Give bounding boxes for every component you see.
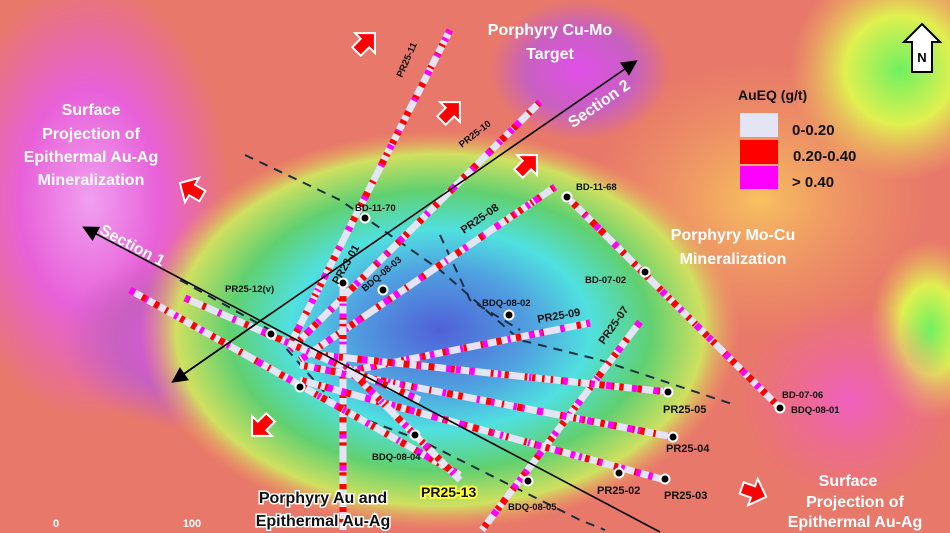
porphyry-au-label: Porphyry Au and	[259, 490, 387, 507]
section-1-line	[82, 226, 661, 533]
collar-marker	[409, 429, 421, 441]
arrow-icon	[251, 411, 277, 437]
legend: AuEQ (g/t) 0-0.20 0.20-0.40 > 0.40	[738, 87, 856, 191]
collar-marker	[662, 386, 674, 398]
surface-projection-label: Projection of	[42, 126, 140, 143]
drill-trace-PR25-12b	[183, 294, 422, 404]
surface-projection-label: Projection of	[806, 494, 904, 511]
collar-marker	[359, 212, 371, 224]
collar-marker	[377, 284, 389, 296]
arrow-icon	[435, 101, 461, 127]
target-label: Porphyry Cu-Mo	[488, 22, 613, 39]
surface-projection-label: Epithermal Au-Ag	[788, 514, 923, 531]
arrow-icon	[512, 154, 538, 180]
north-arrow-icon	[901, 22, 943, 73]
collar-marker	[522, 475, 534, 487]
collar-marker	[337, 277, 349, 289]
drillhole-label-BD-07-06: BD-07-06	[782, 390, 823, 401]
drillhole-label-PR25-03: PR25-03	[664, 490, 707, 502]
arrow-icon	[350, 32, 376, 58]
collar-marker	[265, 328, 277, 340]
surface-projection-label: Surface	[62, 102, 121, 119]
legend-swatch-high	[740, 166, 778, 189]
drill-trace-BD-11-68	[564, 194, 783, 411]
drill-trace-PR25-05	[319, 351, 669, 396]
collar-marker	[503, 309, 515, 321]
collar-marker	[561, 191, 573, 203]
drillhole-label-BD-07-02: BD-07-02	[585, 275, 626, 286]
north-label: N	[917, 50, 926, 65]
collar-marker	[639, 266, 651, 278]
drill-trace-PR25-03	[299, 376, 666, 484]
drillhole-label-BDQ-08-01: BDQ-08-01	[791, 405, 840, 416]
arrow-icon	[178, 176, 207, 205]
scale-label: 0	[53, 518, 59, 530]
arrow-icon	[738, 476, 768, 508]
drill-trace-PR25-12	[128, 286, 462, 479]
surface-projection-label: Surface	[819, 473, 878, 490]
mocu-label: Porphyry Mo-Cu	[671, 227, 795, 244]
direction-arrows	[178, 32, 768, 508]
drillhole-label-BD-11-70: BD-11-70	[355, 203, 396, 214]
legend-label: 0-0.20	[792, 122, 835, 139]
drillhole-label-PR25-05: PR25-05	[663, 404, 706, 416]
collar-marker	[613, 467, 625, 479]
target-label: Target	[526, 46, 574, 63]
porphyry-au-label: Epithermal Au-Ag	[256, 513, 391, 530]
drillhole-label-BDQ-08-02: BDQ-08-02	[482, 298, 531, 309]
collars	[265, 191, 786, 487]
surface-projection-label: Epithermal Au-Ag	[24, 149, 159, 166]
drillhole-label-BD-11-68: BD-11-68	[576, 182, 617, 193]
surface-projection-label: Mineralization	[38, 172, 145, 189]
collar-marker	[667, 431, 679, 443]
drill-trace-PR25-13	[342, 362, 463, 483]
north-arrow: N	[901, 22, 943, 73]
legend-swatch-low	[740, 113, 778, 137]
section-lines	[82, 60, 661, 533]
legend-title: AuEQ (g/t)	[738, 87, 807, 103]
drill-trace-PR25-07	[479, 319, 643, 533]
legend-label: > 0.40	[792, 174, 834, 191]
mocu-label: Mineralization	[680, 251, 787, 268]
collar-marker	[659, 473, 671, 485]
scale-label: 100	[183, 518, 201, 530]
collar-marker	[294, 381, 306, 393]
drillhole-label-PR25-12: PR25-12(v)	[225, 284, 274, 295]
drillhole-label-PR25-02: PR25-02	[597, 485, 640, 497]
collar-marker	[774, 402, 786, 414]
drillhole-label-BDQ-08-05: BDQ-08-05	[508, 502, 557, 513]
drill-trace-PR25-11	[286, 28, 454, 347]
drill-traces	[128, 28, 783, 533]
drill-trace-PR25-10	[287, 99, 543, 353]
drillhole-label-PR25-04: PR25-04	[666, 443, 710, 455]
section-2-line-sw	[171, 313, 271, 383]
legend-label: 0.20-0.40	[793, 148, 856, 165]
drillhole-label-PR25-13: PR25-13	[421, 484, 476, 500]
drillhole-label-BDQ-08-04: BDQ-08-04	[372, 452, 421, 463]
legend-swatch-mid	[740, 140, 778, 164]
